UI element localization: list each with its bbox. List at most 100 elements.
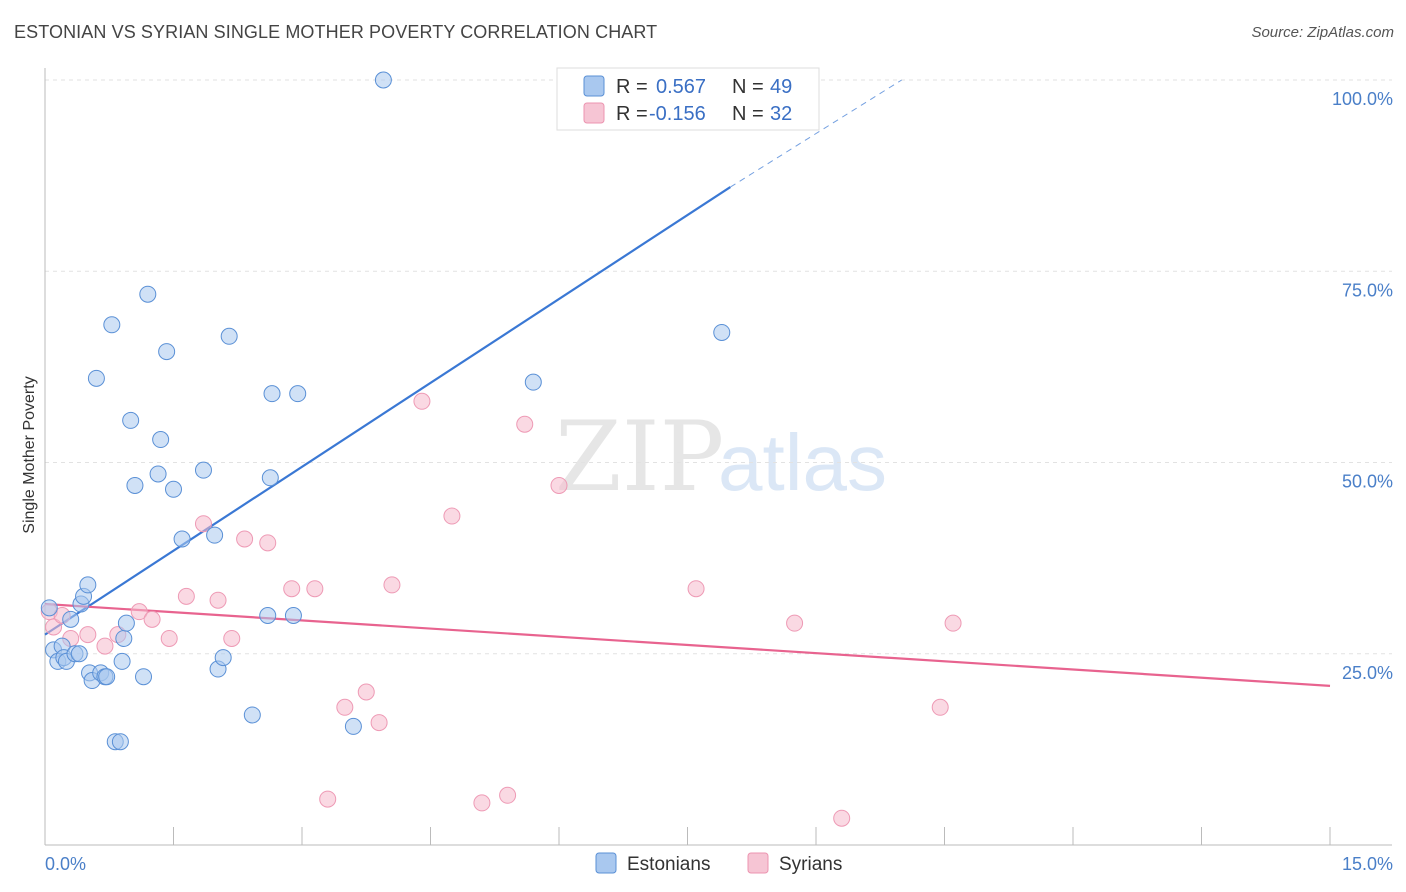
legend-r-label-syrians: R = (616, 103, 648, 125)
watermark-atlas: atlas (718, 418, 887, 507)
data-point-syrians (786, 614, 804, 632)
grid-lines (45, 79, 1392, 655)
data-point-syrians (413, 392, 431, 410)
trendline-syrians (44, 602, 1331, 687)
trendlines (44, 79, 1331, 687)
data-point-syrians (383, 576, 401, 594)
data-point-syrians (336, 698, 354, 716)
data-point-syrians (143, 610, 161, 628)
data-points (40, 71, 962, 827)
legend-r-value-syrians: -0.156 (649, 103, 706, 125)
data-point-estonians (243, 706, 261, 724)
data-point-estonians (79, 576, 97, 594)
data-point-estonians (152, 431, 170, 449)
series-legend-label-estonians: Estonians (627, 854, 710, 875)
y-tick-label-75: 75.0% (1342, 280, 1393, 300)
data-point-estonians (87, 369, 105, 387)
data-point-syrians (96, 637, 114, 655)
chart-title: ESTONIAN VS SYRIAN SINGLE MOTHER POVERTY… (14, 22, 658, 42)
data-point-estonians (126, 476, 144, 494)
trendline-estonians (44, 186, 731, 636)
watermark: ZIP atlas (555, 401, 887, 513)
data-point-syrians (223, 629, 241, 647)
data-point-estonians (284, 607, 302, 624)
data-point-syrians (259, 534, 277, 552)
legend-n-value-syrians: 32 (770, 103, 792, 125)
y-tick-label-100: 100.0% (1332, 89, 1393, 109)
data-point-syrians (306, 580, 324, 598)
legend-n-label-syrians: N = (732, 103, 764, 125)
axes (44, 68, 1392, 846)
data-point-estonians (115, 629, 133, 647)
data-point-estonians (374, 71, 392, 89)
legend-n-value-estonians: 49 (770, 76, 792, 98)
data-point-estonians (173, 530, 191, 548)
data-point-estonians (70, 645, 88, 663)
series-legend-swatch-estonians (595, 852, 617, 874)
data-point-estonians (524, 373, 542, 391)
data-point-estonians (263, 385, 281, 403)
data-point-estonians (194, 461, 212, 479)
data-point-syrians (79, 626, 97, 644)
data-point-syrians (370, 714, 388, 732)
y-tick-label-50: 50.0% (1342, 472, 1393, 492)
data-point-syrians (687, 580, 705, 598)
data-point-estonians (158, 343, 176, 361)
data-point-estonians (111, 733, 129, 751)
stats-legend: R = 0.567 N = 49 R = -0.156 N = 32 (556, 67, 820, 131)
legend-n-label-estonians: N = (732, 76, 764, 98)
data-point-estonians (344, 717, 362, 735)
data-point-syrians (516, 415, 534, 433)
data-point-estonians (135, 668, 153, 686)
data-point-estonians (122, 411, 140, 429)
data-point-estonians (103, 316, 121, 334)
data-point-estonians (139, 285, 157, 303)
data-point-estonians (40, 599, 58, 617)
data-point-estonians (713, 323, 731, 341)
series-legend-swatch-syrians (747, 852, 769, 874)
y-axis-label: Single Mother Poverty (21, 376, 38, 533)
legend-swatch-syrians (583, 102, 605, 124)
tick-labels: 25.0% 50.0% 75.0% 100.0% 0.0% 15.0% (45, 89, 1393, 874)
data-point-syrians (160, 629, 178, 647)
data-point-estonians (62, 610, 80, 628)
data-point-syrians (194, 515, 212, 533)
legend-swatch-estonians (583, 75, 605, 97)
data-point-estonians (149, 465, 167, 483)
data-point-syrians (944, 614, 962, 632)
data-point-estonians (289, 385, 307, 403)
data-point-syrians (443, 507, 461, 525)
data-point-syrians (833, 809, 851, 827)
data-point-syrians (236, 530, 254, 548)
data-point-syrians (931, 698, 949, 716)
data-point-estonians (259, 607, 277, 624)
data-point-syrians (550, 476, 568, 494)
x-tick-label-max: 15.0% (1342, 854, 1393, 874)
data-point-syrians (319, 790, 337, 808)
data-point-estonians (113, 652, 131, 670)
data-point-estonians (98, 668, 116, 686)
legend-r-label-estonians: R = (616, 76, 648, 98)
source-credit: Source: ZipAtlas.com (1251, 24, 1394, 41)
data-point-estonians (165, 480, 182, 498)
series-legend-label-syrians: Syrians (779, 854, 842, 875)
data-point-syrians (209, 591, 227, 609)
legend-r-value-estonians: 0.567 (656, 76, 706, 98)
data-point-syrians (283, 580, 301, 598)
data-point-syrians (130, 603, 148, 621)
watermark-zip: ZIP (555, 401, 724, 513)
data-point-syrians (45, 618, 63, 636)
data-point-estonians (117, 614, 135, 632)
data-point-estonians (220, 327, 238, 345)
data-point-estonians (261, 469, 279, 487)
data-point-syrians (177, 587, 195, 605)
data-point-estonians (206, 526, 224, 544)
data-point-estonians (214, 649, 232, 667)
x-tick-label-min: 0.0% (45, 854, 86, 874)
data-point-syrians (473, 794, 491, 812)
series-legend: Estonians Syrians (595, 852, 842, 875)
data-point-syrians (357, 683, 375, 701)
trendline-extension-estonians (730, 79, 902, 188)
y-tick-label-25: 25.0% (1342, 663, 1393, 683)
